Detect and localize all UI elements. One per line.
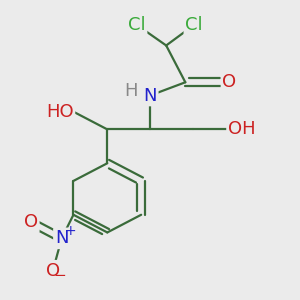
Text: O: O: [24, 213, 38, 231]
Text: Cl: Cl: [185, 16, 203, 34]
Text: N: N: [143, 86, 157, 104]
Text: O: O: [222, 73, 237, 91]
Text: Cl: Cl: [128, 16, 146, 34]
Text: HO: HO: [46, 103, 74, 121]
Text: H: H: [124, 82, 138, 100]
Text: O: O: [46, 262, 60, 280]
Text: −: −: [54, 268, 67, 283]
Text: +: +: [64, 224, 76, 238]
Text: OH: OH: [228, 120, 256, 138]
Text: N: N: [55, 229, 68, 247]
